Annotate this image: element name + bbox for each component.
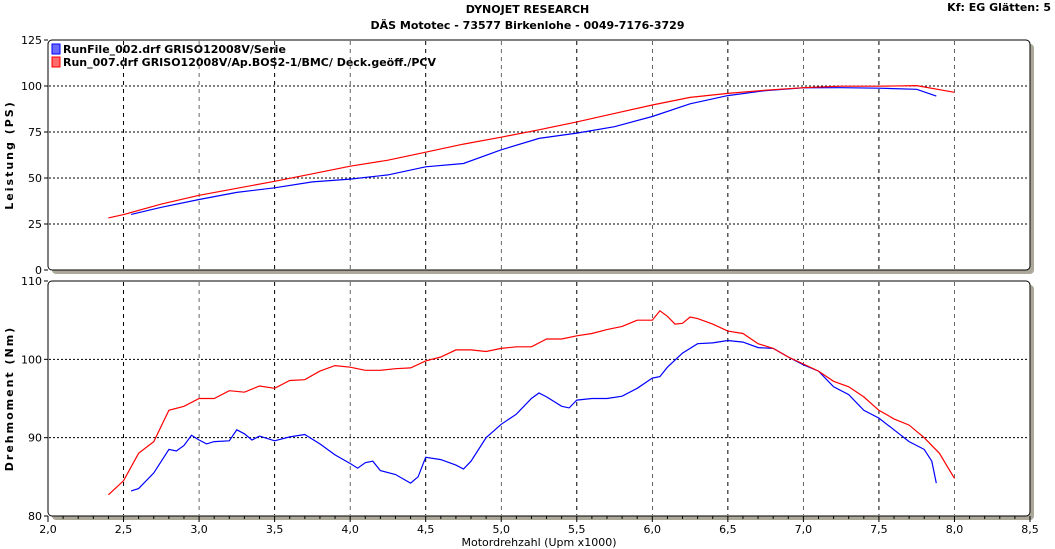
legend-entry: Run_007.drf GRISO12008V/Ap.BOS2-1/BMC/ D… bbox=[63, 56, 436, 69]
torque-y-axis-title: Drehmoment (Nm) bbox=[3, 326, 16, 471]
torque-ytick-label: 100 bbox=[21, 353, 42, 366]
x-tick-label: 7,5 bbox=[870, 523, 888, 536]
power-ytick-label: 25 bbox=[28, 218, 42, 231]
x-tick-label: 7,0 bbox=[795, 523, 813, 536]
torque-series-red bbox=[107, 309, 956, 496]
x-tick-label: 3,0 bbox=[190, 523, 208, 536]
torque-plot-area bbox=[47, 280, 1031, 517]
x-tick-label: 8,5 bbox=[1021, 523, 1039, 536]
x-tick-label: 3,5 bbox=[266, 523, 284, 536]
x-tick-label: 5,0 bbox=[492, 523, 510, 536]
smoothing-info: Kf: EG Glätten: 5 bbox=[947, 1, 1051, 14]
x-tick-label: 8,0 bbox=[946, 523, 964, 536]
power-ytick-label: 0 bbox=[35, 264, 42, 277]
x-tick-label: 4,0 bbox=[341, 523, 359, 536]
x-tick-label: 2,0 bbox=[39, 523, 57, 536]
power-ytick-label: 50 bbox=[28, 172, 42, 185]
power-y-axis-title: Leistung (PS) bbox=[3, 100, 16, 209]
legend-swatch-red bbox=[51, 56, 61, 68]
report-subtitle: DÄS Mototec - 73577 Birkenlohe - 0049-71… bbox=[370, 19, 685, 32]
x-tick-label: 6,0 bbox=[644, 523, 662, 536]
legend-swatch-blue bbox=[51, 43, 61, 55]
legend-entry: RunFile_002.drf GRISO12008V/Serie bbox=[63, 43, 286, 56]
x-tick-label: 2,5 bbox=[115, 523, 133, 536]
x-tick-label: 4,5 bbox=[417, 523, 435, 536]
torque-ytick-label: 80 bbox=[28, 510, 42, 523]
power-ytick-label: 100 bbox=[21, 80, 42, 93]
torque-ytick-label: 90 bbox=[28, 432, 42, 445]
x-tick-label: 6,5 bbox=[719, 523, 737, 536]
x-tick-label: 5,5 bbox=[568, 523, 586, 536]
power-plot-area bbox=[47, 39, 1031, 271]
power-ytick-label: 125 bbox=[21, 34, 42, 47]
report-title: DYNOJET RESEARCH bbox=[465, 3, 590, 16]
power-series-red bbox=[108, 84, 955, 219]
power-ytick-label: 75 bbox=[28, 126, 42, 139]
torque-ytick-label: 110 bbox=[21, 275, 42, 288]
x-axis-title: Motordrehzahl (Upm x1000) bbox=[462, 536, 617, 549]
